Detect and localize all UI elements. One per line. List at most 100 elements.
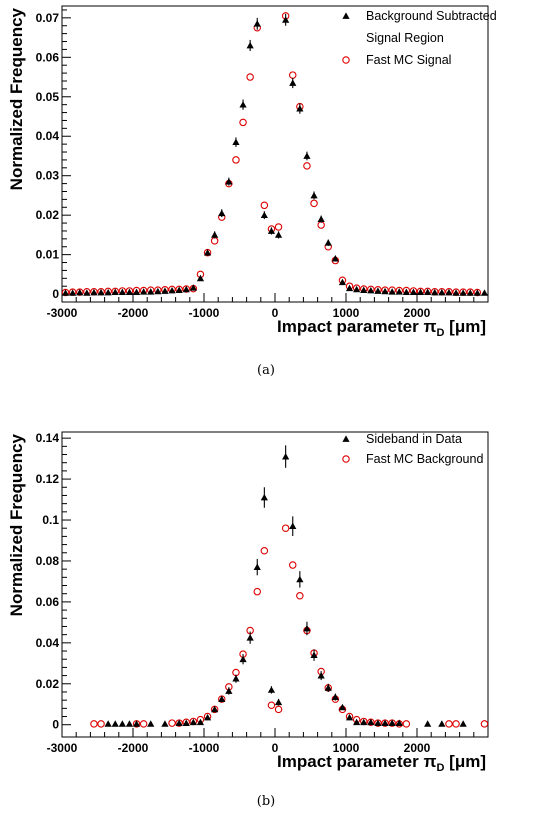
y-tick-label: 0.02 <box>36 677 60 691</box>
legend-label: Sideband in Data <box>366 432 462 446</box>
data-point <box>104 288 112 296</box>
data-point <box>282 16 290 23</box>
x-tick-label: -3000 <box>47 306 78 320</box>
data-point <box>452 720 460 728</box>
data-point <box>154 287 162 295</box>
data-point <box>253 20 261 27</box>
data-point <box>125 720 134 727</box>
data-point <box>317 215 325 222</box>
data-point <box>196 718 205 726</box>
x-tick-label: 1000 <box>333 741 360 755</box>
data-point <box>125 288 134 296</box>
data-point <box>218 695 226 703</box>
data-point <box>274 223 283 231</box>
chart-panel-0: -3000 -2000 -1000 0 1000 2000 0 0.01 0.02 0.03 0.0… <box>7 5 497 378</box>
data-point <box>239 655 247 663</box>
data-point <box>416 288 425 296</box>
y-axis-title: Normalized Frequency <box>7 7 26 190</box>
data-point <box>310 651 318 659</box>
data-point <box>317 221 325 229</box>
data-point <box>353 718 361 726</box>
data-point <box>338 278 347 286</box>
data-point <box>239 118 247 127</box>
legend-label: Fast MC Signal <box>366 53 451 67</box>
data-point <box>175 719 183 726</box>
x-axis-title-subscript: D <box>436 327 444 339</box>
data-point <box>168 719 176 727</box>
data-point <box>260 201 269 210</box>
data-point <box>438 720 446 727</box>
x-axis-title: Impact parameter πD [μm] <box>277 317 486 339</box>
data-point <box>395 719 403 726</box>
series-0 <box>61 13 489 296</box>
data-point <box>232 675 240 682</box>
data-point <box>147 288 155 295</box>
x-axis-title-main: Impact parameter <box>277 317 423 336</box>
data-point <box>211 705 219 713</box>
data-point <box>445 720 453 728</box>
data-point <box>189 718 197 726</box>
x-tick-label: 0 <box>272 306 279 320</box>
data-point <box>303 162 311 170</box>
data-point <box>338 703 347 711</box>
data-point <box>274 705 283 714</box>
data-point <box>97 288 105 296</box>
series-1 <box>90 524 489 728</box>
data-point <box>189 284 197 291</box>
data-point <box>288 71 297 79</box>
legend-marker <box>342 56 350 64</box>
x-tick-label: 2000 <box>404 306 431 320</box>
x-axis-title-symbol: π <box>423 752 436 771</box>
data-point <box>246 634 254 641</box>
data-point <box>431 288 439 296</box>
y-tick-label: 0.14 <box>36 431 60 445</box>
data-point <box>473 289 481 296</box>
data-point <box>69 289 77 296</box>
data-point <box>303 152 311 159</box>
plot-frame <box>61 5 489 303</box>
data-point <box>76 288 84 296</box>
data-point <box>61 289 70 296</box>
data-point <box>211 231 219 238</box>
data-point <box>260 211 268 219</box>
data-point <box>267 227 276 234</box>
data-point <box>132 720 141 727</box>
y-tick-label: 0.04 <box>36 636 60 650</box>
data-point <box>459 289 467 296</box>
data-point <box>274 231 283 238</box>
data-point <box>409 288 418 296</box>
data-point <box>310 199 318 208</box>
x-axis-title: Impact parameter πD [μm] <box>277 752 486 774</box>
y-tick-label: 0.08 <box>36 554 60 568</box>
x-tick-label: 2000 <box>404 741 431 755</box>
data-point <box>182 285 190 293</box>
data-point <box>353 285 361 293</box>
data-point <box>324 239 332 246</box>
data-point <box>381 287 389 295</box>
data-point <box>83 289 91 296</box>
legend-label-line2: Signal Region <box>366 31 444 45</box>
data-point <box>239 101 247 108</box>
data-point <box>374 287 382 294</box>
data-point <box>274 698 283 706</box>
x-axis-title-subscript: D <box>436 762 444 774</box>
data-point <box>90 288 98 296</box>
legend: Sideband in Data Fast MC Background <box>342 432 483 466</box>
x-tick-label: 0 <box>272 741 279 755</box>
data-point <box>296 105 304 112</box>
data-point <box>132 288 141 296</box>
series-0 <box>104 445 467 727</box>
data-point <box>452 289 460 296</box>
legend-label: Fast MC Background <box>366 452 483 466</box>
data-point <box>310 191 318 199</box>
data-point <box>367 718 375 726</box>
data-point <box>388 719 396 726</box>
data-point <box>296 592 304 600</box>
data-point <box>402 288 410 296</box>
data-point <box>97 720 105 728</box>
data-point <box>225 687 233 694</box>
figure-caption: (b) <box>257 794 275 809</box>
data-point <box>381 719 389 726</box>
y-tick-label: 0.03 <box>36 169 60 183</box>
data-point <box>253 587 262 596</box>
